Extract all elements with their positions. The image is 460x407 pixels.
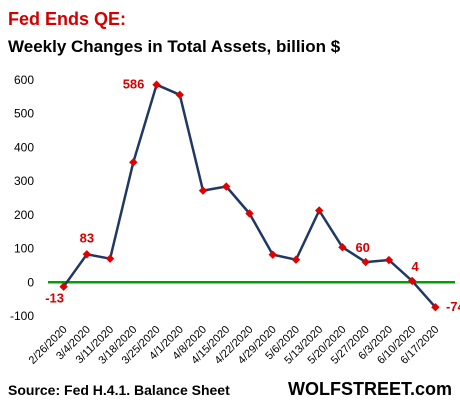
series-line xyxy=(62,83,437,309)
y-tick-label: -100 xyxy=(10,309,34,323)
data-point xyxy=(152,80,161,89)
data-point xyxy=(129,158,138,167)
chart-subtitle: Weekly Changes in Total Assets, billion … xyxy=(8,37,341,56)
data-point xyxy=(175,90,184,100)
data-label: 83 xyxy=(80,230,94,245)
data-label: -74 xyxy=(446,299,460,314)
y-tick-label: 100 xyxy=(14,242,34,256)
data-point xyxy=(291,255,301,264)
data-point xyxy=(361,257,370,267)
source-note: Source: Fed H.4.1. Balance Sheet xyxy=(8,382,230,398)
brand-logo: WOLFSTREET.com xyxy=(288,379,452,399)
y-tick-label: 0 xyxy=(27,275,34,289)
data-label: -13 xyxy=(45,291,64,306)
data-point xyxy=(82,250,92,259)
data-point xyxy=(431,303,440,312)
y-tick-label: 600 xyxy=(14,73,34,87)
data-point xyxy=(338,243,347,252)
data-label: 4 xyxy=(412,259,420,274)
data-point xyxy=(268,250,277,259)
data-point xyxy=(315,206,324,215)
data-label: 60 xyxy=(355,240,369,255)
data-labels-group: -13 83 586 60 4 -74 xyxy=(45,77,460,315)
data-point xyxy=(384,255,394,265)
chart-title: Fed Ends QE: xyxy=(8,9,126,29)
data-point xyxy=(198,186,208,195)
y-tick-label: 200 xyxy=(14,208,34,222)
data-point xyxy=(222,182,231,191)
series-line-group xyxy=(62,83,437,309)
data-label: 586 xyxy=(123,77,145,92)
markers-group xyxy=(59,80,440,312)
data-point xyxy=(105,254,115,263)
y-axis: 600 500 400 300 200 100 0 -100 xyxy=(10,73,34,323)
data-point xyxy=(59,282,68,291)
y-tick-label: 500 xyxy=(14,107,34,121)
y-tick-label: 400 xyxy=(14,140,34,154)
data-point xyxy=(407,276,417,286)
x-axis: 2/26/20203/4/20203/11/20203/18/20203/25/… xyxy=(27,324,442,367)
data-point xyxy=(245,209,254,218)
y-tick-label: 300 xyxy=(14,174,34,188)
